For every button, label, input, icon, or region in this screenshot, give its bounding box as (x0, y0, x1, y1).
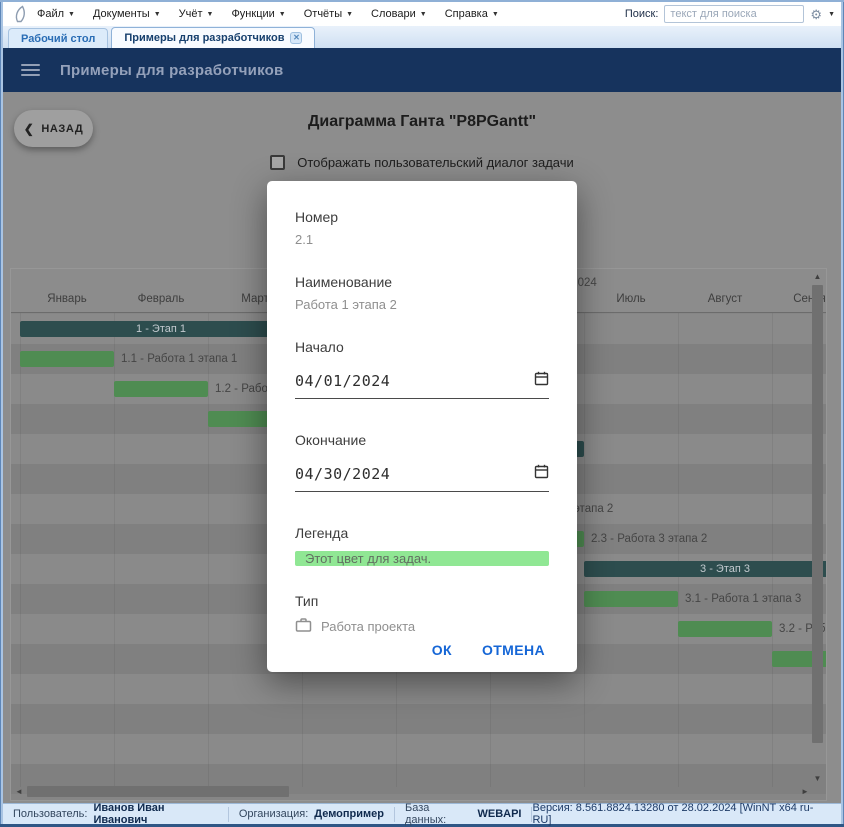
menu-item-3[interactable]: Функции ▼ (231, 8, 286, 20)
end-date-input[interactable]: 04/30/2024 (295, 464, 549, 492)
end-date-value[interactable]: 04/30/2024 (295, 465, 391, 483)
gantt-row (11, 734, 826, 764)
menu-item-2[interactable]: Учёт ▼ (178, 8, 214, 20)
menu-caret-icon: ▼ (153, 10, 161, 18)
gantt-vscroll-thumb[interactable] (812, 285, 823, 743)
task-dialog: Номер 2.1 Наименование Работа 1 этапа 2 … (267, 181, 577, 672)
month-label-2: Март (241, 293, 269, 305)
back-button[interactable]: ❮ НАЗАД (14, 110, 93, 147)
gantt-row (11, 674, 826, 704)
month-gridline (584, 313, 585, 787)
window-border-bottom (0, 824, 844, 827)
ok-button[interactable]: ОК (431, 642, 452, 658)
search-input[interactable] (664, 5, 805, 23)
window-border-top (0, 0, 844, 2)
menu-caret-icon: ▼ (206, 10, 214, 18)
start-date-value[interactable]: 04/01/2024 (295, 372, 391, 390)
scroll-right-arrow-icon[interactable]: ► (801, 787, 809, 796)
type-field-row: Работа проекта (295, 617, 549, 636)
menu-item-4[interactable]: Отчёты ▼ (303, 8, 354, 20)
tab-bar: Рабочий стол Примеры для разработчиков ✕ (3, 26, 841, 48)
gantt-vertical-scrollbar[interactable]: ▲ ▼ (811, 271, 824, 785)
gantt-bar-label: 2.3 - Работа 3 этапа 2 (591, 533, 708, 545)
gantt-hscroll-thumb[interactable] (27, 786, 289, 797)
month-gridline (20, 313, 21, 787)
sail-logo-icon (13, 5, 29, 23)
gantt-bar-task[interactable] (114, 381, 208, 397)
menu-item-6[interactable]: Справка ▼ (444, 8, 499, 20)
legend-swatch: Этот цвет для задач. (295, 551, 549, 566)
gantt-row (11, 704, 826, 734)
gantt-bar-stage[interactable]: 1 - Этап 1 (20, 321, 302, 337)
menu-caret-icon: ▼ (491, 10, 499, 18)
briefcase-icon (295, 617, 312, 636)
month-label-1: Февраль (137, 293, 185, 305)
chevron-left-icon: ❮ (23, 121, 35, 136)
gear-dropdown-caret-icon[interactable]: ▼ (828, 10, 835, 18)
type-field-value: Работа проекта (321, 619, 416, 634)
app-header-title: Примеры для разработчиков (60, 61, 284, 79)
start-date-label: Начало (295, 339, 344, 355)
start-date-input[interactable]: 04/01/2024 (295, 371, 549, 399)
custom-dialog-checkbox-row: Отображать пользовательский диалог задач… (0, 155, 844, 170)
gantt-bar-task[interactable] (20, 351, 114, 367)
gantt-horizontal-scrollbar[interactable]: ◄ ► (13, 785, 811, 798)
gantt-bar-stage[interactable]: 3 - Этап 3 (584, 561, 826, 577)
menu-caret-icon: ▼ (419, 10, 427, 18)
month-gridline (772, 313, 773, 787)
month-label-0: Январь (47, 293, 87, 305)
page-title: Диаграмма Ганта "P8PGantt" (307, 113, 537, 130)
window-border-left (0, 2, 3, 824)
month-gridline (678, 313, 679, 787)
search-label: Поиск: (624, 8, 659, 20)
legend-field-label: Легенда (295, 525, 349, 541)
name-field-value: Работа 1 этапа 2 (295, 297, 397, 312)
dialog-buttons: ОК ОТМЕНА (295, 636, 549, 666)
cancel-button[interactable]: ОТМЕНА (481, 642, 545, 658)
menu-caret-icon: ▼ (278, 10, 286, 18)
status-item-1: Организация: Демопример (229, 806, 396, 822)
menu-item-5[interactable]: Словари ▼ (371, 8, 427, 20)
version-label: Версия: 8.561.8824.13280 от 28.02.2024 [… (532, 802, 814, 826)
tab-0[interactable]: Рабочий стол (8, 28, 109, 48)
menu-caret-icon: ▼ (346, 10, 354, 18)
menu-bar: Файл ▼ Документы ▼ Учёт ▼ Функции ▼ Отчёты ▼ Слова… (3, 2, 841, 26)
hamburger-menu-icon[interactable] (21, 63, 40, 77)
scroll-left-arrow-icon[interactable]: ◄ (15, 787, 23, 796)
calendar-icon[interactable] (534, 371, 549, 391)
status-item-2: База данных: WEBAPI (395, 802, 533, 826)
gear-icon[interactable]: ⚙ (810, 6, 823, 22)
menu-item-1[interactable]: Документы ▼ (92, 8, 161, 20)
type-field-label: Тип (295, 593, 319, 609)
number-field-label: Номер (295, 209, 339, 225)
custom-dialog-checkbox[interactable] (270, 155, 286, 170)
gantt-year-label: 2024 (571, 277, 597, 289)
month-label-7: Август (707, 293, 743, 305)
scroll-down-arrow-icon[interactable]: ▼ (813, 774, 822, 783)
status-bar: Пользователь: Иванов Иван Иванович Организ… (3, 802, 841, 826)
app-header: Примеры для разработчиков (3, 48, 841, 92)
end-date-label: Окончание (295, 432, 367, 448)
calendar-icon[interactable] (534, 464, 549, 484)
gantt-bar-label: 3.1 - Работа 1 этапа 3 (685, 593, 802, 605)
gantt-bar-task[interactable] (584, 591, 678, 607)
status-item-0: Пользователь: Иванов Иван Иванович (11, 802, 229, 826)
number-field-value: 2.1 (295, 232, 314, 247)
custom-dialog-checkbox-label: Отображать пользовательский диалог задач… (297, 155, 574, 170)
menu-items: Файл ▼ Документы ▼ Учёт ▼ Функции ▼ Отчёты ▼ Слова… (37, 8, 499, 20)
tab-close-icon[interactable]: ✕ (290, 32, 303, 44)
legend-text: Этот цвет для задач. (305, 551, 432, 566)
gantt-bar-label: 1.1 - Работа 1 этапа 1 (121, 353, 238, 365)
tab-1[interactable]: Примеры для разработчиков ✕ (111, 27, 316, 48)
gantt-bar-task[interactable] (678, 621, 772, 637)
back-button-label: НАЗАД (41, 122, 84, 135)
menu-caret-icon: ▼ (68, 10, 75, 18)
name-field-label: Наименование (295, 274, 393, 290)
month-label-6: Июль (616, 293, 646, 305)
month-gridline (208, 313, 209, 787)
month-gridline (114, 313, 115, 787)
menu-item-0[interactable]: Файл ▼ (37, 8, 75, 20)
scroll-up-arrow-icon[interactable]: ▲ (813, 272, 822, 281)
